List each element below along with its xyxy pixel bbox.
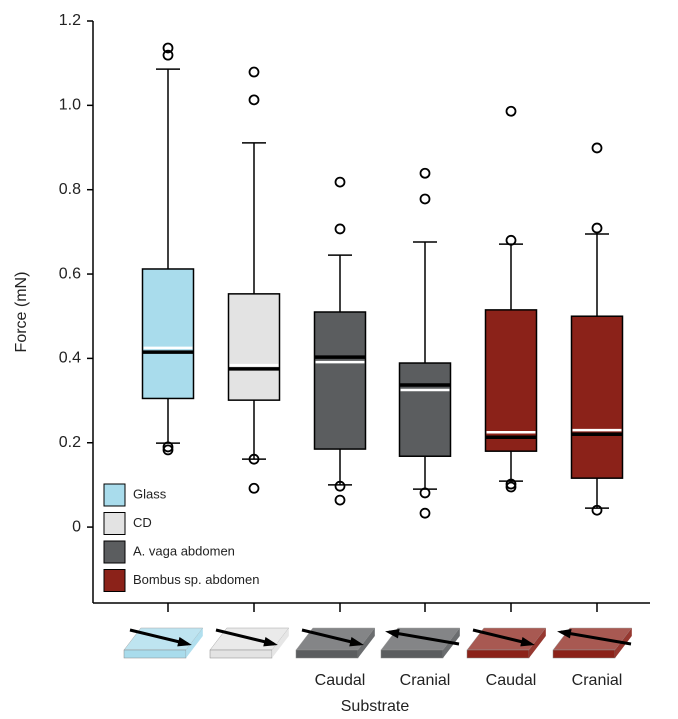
legend-swatch <box>104 541 125 563</box>
box <box>315 312 366 449</box>
y-tick-label: 0.4 <box>59 350 81 367</box>
outlier <box>336 224 345 233</box>
outlier <box>421 194 430 203</box>
y-axis-title: Force (mN) <box>13 272 30 353</box>
substrate-icon-front <box>296 650 358 658</box>
outlier <box>593 143 602 152</box>
substrate-icon-front <box>124 650 186 658</box>
x-axis-title: Substrate <box>341 698 410 715</box>
box <box>400 363 451 456</box>
y-tick-label: 0.8 <box>59 181 81 198</box>
legend-label: A. vaga abdomen <box>133 543 235 558</box>
outlier <box>593 224 602 233</box>
substrate-icon-front <box>210 650 272 658</box>
legend-swatch <box>104 570 125 592</box>
outlier <box>421 509 430 518</box>
y-tick-label: 1.2 <box>59 12 81 29</box>
outlier <box>507 107 516 116</box>
outlier <box>336 178 345 187</box>
substrate-icon-front <box>467 650 529 658</box>
x-tick-label: Caudal <box>315 672 366 689</box>
x-tick-label: Cranial <box>572 672 623 689</box>
box <box>486 310 537 451</box>
outlier <box>336 496 345 505</box>
outlier <box>250 95 259 104</box>
outlier <box>421 169 430 178</box>
x-tick-label: Caudal <box>486 672 537 689</box>
substrate-icon-front <box>381 650 443 658</box>
box <box>229 294 280 400</box>
legend-label: Glass <box>133 486 167 501</box>
box <box>572 316 623 478</box>
y-tick-label: 0.2 <box>59 434 81 451</box>
legend-swatch <box>104 484 125 506</box>
x-tick-label: Cranial <box>400 672 451 689</box>
box <box>143 269 194 398</box>
legend-swatch <box>104 513 125 535</box>
y-tick-label: 0 <box>72 518 81 535</box>
y-tick-label: 1.0 <box>59 97 81 114</box>
outlier <box>250 484 259 493</box>
outlier <box>250 68 259 77</box>
y-tick-label: 0.6 <box>59 265 81 282</box>
legend-label: Bombus sp. abdomen <box>133 572 259 587</box>
legend-label: CD <box>133 515 152 530</box>
substrate-icon-front <box>553 650 615 658</box>
chart: Force (mN) Substrate 0 0.2 0.4 0.6 0.8 1.0 1.2… <box>0 0 678 719</box>
